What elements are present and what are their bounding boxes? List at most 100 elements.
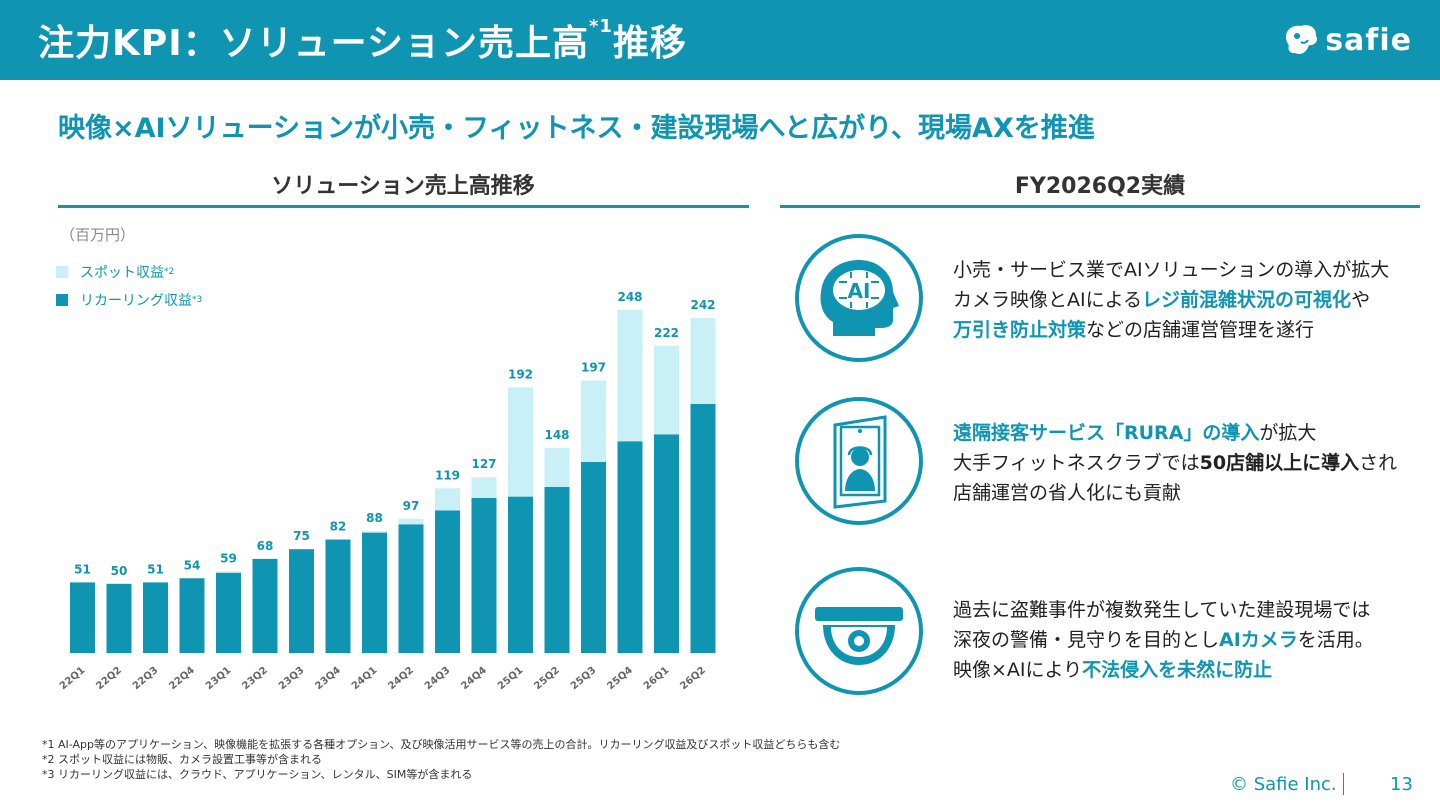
bar-value-label: 127 [471, 457, 496, 471]
legend-label-spot: スポット収益 [80, 265, 164, 281]
bar-recurring [617, 441, 643, 653]
x-tick-label: 26Q1 [642, 665, 672, 692]
bar-value-label: 248 [617, 290, 642, 304]
result-description-1: 小売・サービス業でAIソリューションの導入が拡大 カメラ映像とAIによるレジ前混雑… [953, 255, 1389, 345]
unit-label: （百万円） [60, 226, 136, 244]
safie-logo-icon [1286, 25, 1318, 55]
x-tick-label: 24Q4 [459, 665, 489, 692]
bar-value-label: 97 [403, 499, 420, 513]
bar-value-label: 75 [293, 529, 310, 543]
x-tick-label: 23Q4 [313, 665, 343, 692]
highlight-text: 遠隔接客サービス「RURA」の導入 [953, 422, 1260, 444]
bar-spot [398, 518, 424, 525]
description-text: 小売・サービス業でAIソリューションの導入が拡大 [953, 259, 1390, 281]
description-line: 映像×AIにより不法侵入を未然に防止 [953, 655, 1374, 685]
bar-spot [581, 380, 606, 463]
description-line: 過去に盗難事件が複数発生していた建設現場では [953, 595, 1374, 625]
bar-recurring [471, 497, 497, 653]
footnotes: *1 AI-App等のアプリケーション、映像機能を拡張する各種オプション、及び映… [42, 737, 840, 782]
description-text: 映像×AIにより [953, 659, 1083, 681]
bar-recurring [252, 558, 278, 653]
bar-recurring [325, 539, 351, 653]
bar-recurring [690, 403, 716, 653]
bar-recurring [654, 434, 679, 653]
description-line: 店舗運営の省人化にも貢献 [953, 478, 1397, 508]
bar-recurring [70, 582, 95, 653]
footer-separator [1343, 773, 1344, 795]
chart-section-title: ソリューション売上高推移 [271, 174, 535, 199]
bar-value-label: 197 [581, 360, 606, 374]
bar-value-label: 222 [654, 326, 679, 340]
x-tick-label: 22Q3 [131, 665, 161, 692]
bar-recurring [544, 486, 570, 653]
description-line: 深夜の警備・見守りを目的としAIカメラを活用。 [953, 625, 1374, 655]
description-text: 店舗運営の省人化にも貢献 [953, 482, 1182, 504]
legend-swatch-recurring [56, 294, 68, 306]
bar-value-label: 192 [508, 367, 533, 381]
bar-recurring [362, 532, 387, 653]
highlight-text: 万引き防止対策 [953, 319, 1087, 341]
legend-swatch-spot [56, 266, 68, 278]
description-text: 過去に盗難事件が複数発生していた建設現場では [953, 599, 1371, 621]
results-section-underline [780, 205, 1420, 208]
x-tick-label: 23Q1 [204, 665, 234, 692]
page-title: 注力KPI：ソリューション売上高*1推移 [38, 16, 687, 64]
highlight-text: AIカメラ [1219, 629, 1298, 651]
safie-logo: safie [1281, 20, 1412, 60]
legend-item-recurring: リカーリング収益 *3 [56, 290, 202, 310]
highlight-text: 50店舗以上に導入 [1199, 452, 1360, 474]
x-tick-label: 26Q2 [678, 665, 708, 692]
bar-spot [362, 531, 387, 533]
bar-value-label: 148 [544, 428, 569, 442]
revenue-bar-chart: 51 22Q1 50 22Q2 51 22Q3 54 22Q4 59 23Q1 68 23Q2 75 23… [58, 290, 716, 692]
x-tick-label: 23Q2 [240, 665, 270, 692]
x-tick-label: 25Q3 [569, 665, 599, 692]
bar-value-label: 119 [435, 468, 460, 482]
bar-value-label: 88 [366, 511, 383, 525]
legend-item-spot: スポット収益 *2 [56, 262, 174, 282]
description-text: などの店舗運営管理を遂行 [1086, 319, 1315, 341]
bar-recurring [143, 582, 168, 653]
bar-value-label: 68 [257, 539, 274, 553]
bar-value-label: 50 [111, 564, 128, 578]
bar-spot [654, 345, 679, 435]
x-tick-label: 23Q3 [277, 665, 307, 692]
bar-value-label: 59 [220, 551, 237, 565]
page-number: 13 [1390, 774, 1413, 795]
x-tick-label: 22Q1 [58, 665, 88, 692]
slide-subtitle: 映像×AIソリューションが小売・フィットネス・建設現場へと広がり、現場AXを推進 [58, 113, 1095, 144]
description-line: 万引き防止対策などの店舗運営管理を遂行 [953, 315, 1389, 345]
bar-spot [216, 571, 241, 573]
description-line: 大手フィットネスクラブでは50店舗以上に導入され [953, 448, 1397, 478]
x-tick-label: 22Q4 [167, 665, 197, 692]
bar-recurring [179, 578, 205, 653]
description-line: 小売・サービス業でAIソリューションの導入が拡大 [953, 255, 1389, 285]
x-tick-label: 25Q1 [496, 665, 526, 692]
footnote-2: *2 スポット収益には物販、カメラ設置工事等が含まれる [42, 753, 322, 766]
header-bar: 注力KPI：ソリューション売上高*1推移 safie [0, 0, 1440, 80]
bar-recurring [398, 524, 424, 653]
bar-spot [508, 387, 533, 497]
description-text: や [1351, 289, 1371, 311]
bar-recurring [289, 549, 314, 653]
description-text: 深夜の警備・見守りを目的とし [953, 629, 1220, 651]
result-description-2: 遠隔接客サービス「RURA」の導入が拡大 大手フィットネスクラブでは50店舗以上に… [953, 418, 1397, 508]
legend-label-recurring: リカーリング収益 [80, 293, 192, 309]
x-tick-label: 25Q4 [605, 665, 635, 692]
x-tick-label: 24Q2 [386, 665, 416, 692]
x-tick-label: 25Q2 [532, 665, 562, 692]
ai-head-icon: AI [795, 234, 923, 362]
result-description-3: 過去に盗難事件が複数発生していた建設現場では 深夜の警備・見守りを目的としAIカメ… [953, 595, 1374, 685]
bar-value-label: 51 [74, 562, 91, 576]
highlight-text: レジ前混雑状況の可視化 [1142, 289, 1352, 311]
bar-recurring [581, 462, 606, 653]
description-text: 大手フィットネスクラブでは [953, 452, 1200, 474]
chart-section-underline [58, 205, 749, 208]
highlight-text: 不法侵入を未然に防止 [1082, 659, 1273, 681]
description-line: 遠隔接客サービス「RURA」の導入が拡大 [953, 418, 1397, 448]
footnote-3: *3 リカーリング収益には、クラウド、アプリケーション、レンタル、SIM等が含ま… [42, 768, 473, 781]
bar-recurring [435, 510, 460, 653]
results-section-title: FY2026Q2実績 [1014, 174, 1186, 199]
bar-value-label: 51 [147, 562, 164, 576]
x-tick-label: 24Q1 [350, 665, 380, 692]
